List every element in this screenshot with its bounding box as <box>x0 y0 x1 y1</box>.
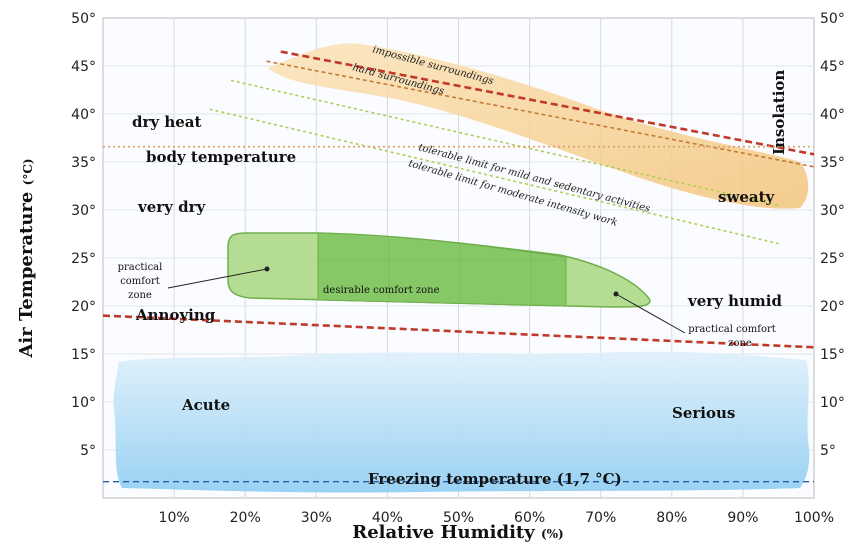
y-tick-label-left: 40° <box>71 107 96 123</box>
series-line-impossible-surroundings <box>280 50 815 156</box>
x-tick-label: 80% <box>656 510 687 526</box>
y-tick-label-left: 5° <box>80 443 96 459</box>
y-tick-label-right: 30° <box>820 203 845 219</box>
y-tick-label-left: 30° <box>71 203 96 219</box>
label-practical-comfort-left-1: practical <box>118 262 163 273</box>
cold-zone <box>113 351 810 493</box>
label-dry-heat: dry heat <box>132 113 201 131</box>
series-line-tolerable-limit-for-moderate-intensity-work <box>209 108 779 245</box>
x-tick-label: 30% <box>301 510 332 526</box>
x-tick-label: 40% <box>372 510 403 526</box>
x-tick-label: 10% <box>159 510 190 526</box>
x-tick-label: 100% <box>794 510 834 526</box>
x-tick-label: 90% <box>727 510 758 526</box>
label-very-humid: very humid <box>687 292 782 310</box>
y-tick-label-right: 40° <box>820 107 845 123</box>
label-practical-comfort-left-3: zone <box>128 290 152 301</box>
x-axis-title: Relative Humidity (%) <box>352 522 563 543</box>
label-desirable-comfort-zone: desirable comfort zone <box>323 285 440 296</box>
label-very-dry: very dry <box>137 198 206 216</box>
series-lines <box>102 50 815 483</box>
y-tick-label-right: 35° <box>820 155 845 171</box>
y-tick-label-left: 45° <box>71 59 96 75</box>
y-tick-label-left: 20° <box>71 299 96 315</box>
label-annoying: Annoying <box>135 306 216 324</box>
label-sweaty: sweaty <box>718 188 776 206</box>
x-tick-label: 50% <box>443 510 474 526</box>
y-axis-title: Air Temperature (°C) <box>16 158 37 358</box>
label-serious: Serious <box>672 404 735 422</box>
comfort-left-arrow <box>167 268 268 289</box>
y-tick-label-right: 25° <box>820 251 845 267</box>
y-tick-label-left: 35° <box>71 155 96 171</box>
desirable-comfort-zone <box>317 232 567 307</box>
label-freezing-temperature: Freezing temperature (1,7 °C) <box>368 470 622 488</box>
x-tick-label: 20% <box>230 510 261 526</box>
y-tick-label-left: 25° <box>71 251 96 267</box>
comfort-right-arrow <box>615 293 686 334</box>
series-line-annoying <box>102 314 815 349</box>
y-tick-label-right: 50° <box>820 11 845 27</box>
series-line-hard-surroundings <box>266 60 815 168</box>
y-tick-label-left: 15° <box>71 347 96 363</box>
y-tick-label-right: 20° <box>820 299 845 315</box>
y-tick-label-right: 15° <box>820 347 845 363</box>
axis-ticks: 10% 20% 30% 40% 50% 60% 70% 80% 90% 100% 5° 5° 10° 10… <box>71 11 845 526</box>
label-acute: Acute <box>181 396 230 414</box>
label-practical-comfort-left-2: comfort <box>120 276 160 287</box>
x-tick-label: 70% <box>585 510 616 526</box>
heat-zone <box>268 43 809 209</box>
y-tick-label-right: 45° <box>820 59 845 75</box>
label-practical-comfort-right-1: practical comfort <box>688 324 776 335</box>
x-tick-label: 60% <box>514 510 545 526</box>
y-tick-label-left: 50° <box>71 11 96 27</box>
y-tick-label-right: 10° <box>820 395 845 411</box>
y-tick-label-right: 5° <box>820 443 836 459</box>
label-body-temperature: body temperature <box>146 148 296 166</box>
y-tick-label-left: 10° <box>71 395 96 411</box>
label-insolation: Insolation <box>770 70 788 155</box>
label-practical-comfort-right-2: zone <box>728 338 752 349</box>
